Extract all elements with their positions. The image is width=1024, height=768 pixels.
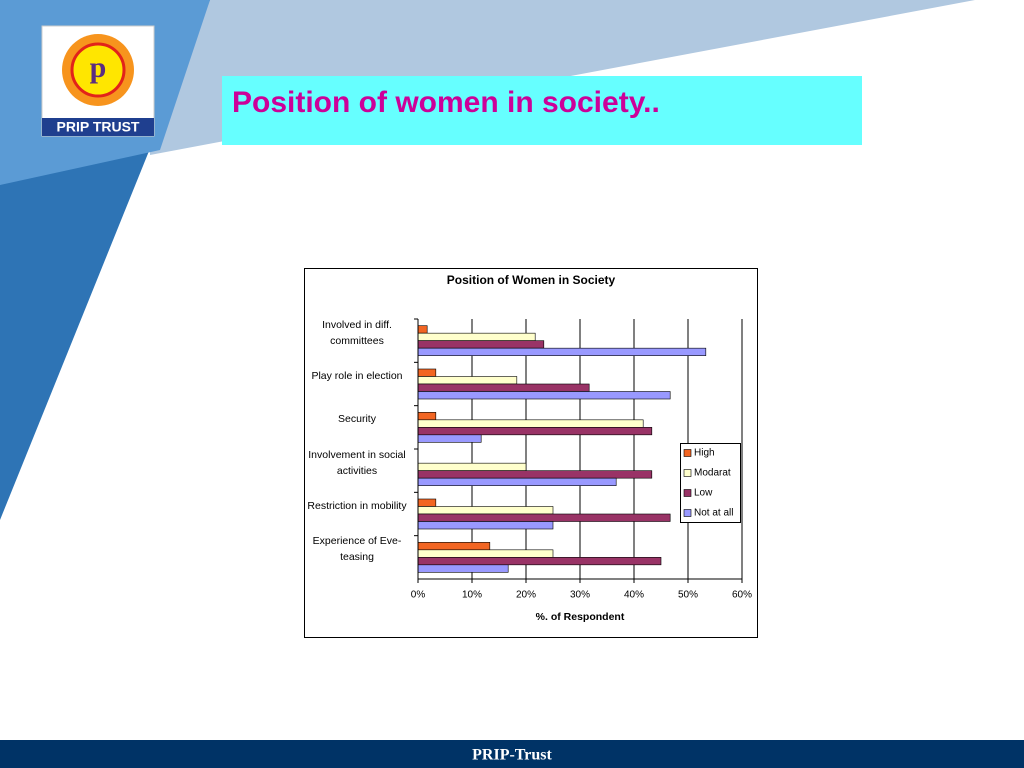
- bar: [417, 332, 536, 341]
- bar: [417, 498, 437, 507]
- footer-text: PRIP-Trust: [472, 747, 552, 764]
- bar: [417, 557, 662, 566]
- bar: [417, 325, 428, 334]
- legend-label: High: [694, 448, 715, 459]
- x-tick-label: 30%: [570, 590, 590, 601]
- bar: [417, 412, 437, 421]
- legend-swatch: [683, 489, 692, 497]
- y-tick-label: Involved in diff. committees: [322, 318, 392, 347]
- logo-letter: p: [90, 51, 107, 84]
- bar: [417, 376, 518, 385]
- bar: [417, 383, 590, 392]
- x-tick-label: 20%: [516, 590, 536, 601]
- y-tick-label: Restriction in mobility: [307, 500, 407, 512]
- logo-sun: [70, 42, 126, 98]
- bar: [417, 521, 554, 530]
- bar: [417, 506, 554, 515]
- legend-label: Not at all: [694, 508, 733, 519]
- legend-swatch: [683, 469, 692, 477]
- bar: [417, 419, 644, 428]
- legend-label: Modarat: [694, 468, 731, 479]
- x-tick-label: 60%: [732, 590, 752, 601]
- bar: [417, 462, 527, 471]
- bar: [417, 564, 509, 573]
- legend-swatch: [683, 449, 692, 457]
- y-tick-label: Play role in election: [311, 370, 403, 382]
- logo-band: [42, 118, 154, 136]
- bar: [417, 368, 437, 377]
- legend-swatch: [683, 509, 692, 517]
- title-box: [222, 76, 862, 145]
- x-tick-label: 0%: [411, 590, 426, 601]
- bar: [417, 427, 653, 436]
- bar: [417, 477, 617, 486]
- bar: [417, 542, 491, 551]
- bar: [417, 470, 653, 479]
- bar: [417, 513, 671, 522]
- y-tick-label: Involvement in social activities: [308, 448, 406, 477]
- logo-text: PRIP TRUST: [57, 119, 140, 135]
- legend-label: Low: [694, 488, 713, 499]
- footer-bar: [0, 740, 1024, 768]
- x-axis-title: %. of Respondent: [536, 611, 625, 623]
- x-tick-label: 40%: [624, 590, 644, 601]
- y-tick-label: Experience of Eve-teasing: [312, 535, 402, 564]
- x-tick-label: 10%: [462, 590, 482, 601]
- slide-title: Position of women in society..: [232, 86, 660, 119]
- bar: [417, 434, 482, 443]
- bar: [417, 347, 707, 356]
- bar: [417, 340, 545, 349]
- x-tick-label: 50%: [678, 590, 698, 601]
- chart-title: Position of Women in Society: [447, 273, 616, 287]
- bar: [417, 391, 671, 400]
- y-tick-label: Security: [338, 413, 376, 426]
- bar: [417, 549, 554, 558]
